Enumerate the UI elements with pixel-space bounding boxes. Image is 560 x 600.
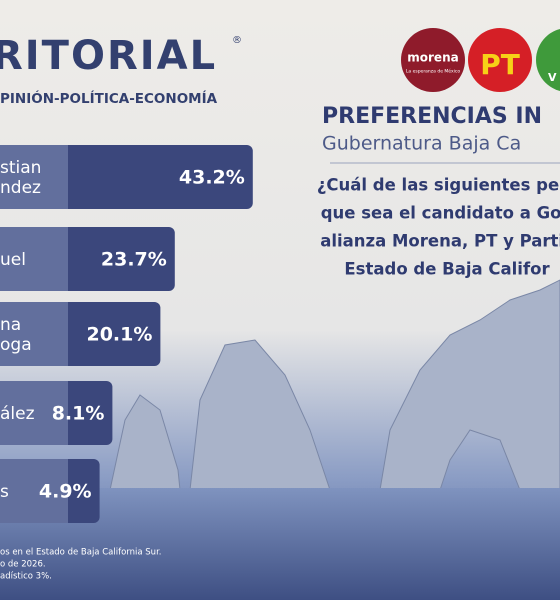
category-label: s — [0, 482, 9, 502]
morena-text: morena — [407, 51, 458, 65]
title: PREFERENCIAS IN — [322, 104, 542, 129]
brand-name: RITORIAL — [0, 33, 217, 79]
morena-logo — [401, 28, 465, 92]
category-label: stian — [0, 158, 41, 178]
pt-logo — [468, 28, 532, 92]
rocks — [109, 279, 560, 491]
value-label: 43.2% — [179, 167, 245, 189]
subtitle: Gubernatura Baja Ca — [322, 133, 521, 155]
value-label: 23.7% — [101, 249, 167, 271]
footnote-line: os en el Estado de Baja California Sur. — [0, 548, 161, 558]
pt-text: PT — [480, 48, 520, 81]
bar-label-panel — [0, 381, 68, 445]
question-line: ¿Cuál de las siguientes pers — [317, 176, 560, 195]
question-line: que sea el candidato a Gob — [321, 204, 560, 223]
question-line: alianza Morena, PT y Partic — [320, 232, 560, 251]
brand-tagline: PINIÓN-POLÍTICA-ECONOMÍA — [0, 89, 218, 107]
bar-label-panel — [0, 227, 68, 291]
footnote-line: o de 2026. — [0, 560, 46, 570]
footnote-line: adístico 3%. — [0, 572, 52, 582]
morena-slogan: La esperanza de México — [406, 68, 460, 75]
brand-registered: ® — [232, 35, 242, 46]
bar-label-panel — [0, 302, 68, 366]
question-line: Estado de Baja Califor — [344, 260, 550, 279]
value-label: 4.9% — [39, 481, 92, 503]
bar-label-panel — [0, 459, 68, 523]
category-label: ndez — [0, 178, 41, 198]
category-label: oga — [0, 335, 32, 355]
bar-label-panel — [0, 145, 68, 209]
value-label: 8.1% — [52, 403, 105, 425]
footnote: os en el Estado de Baja California Sur. … — [0, 548, 161, 582]
verde-text: V — [548, 71, 557, 84]
question: ¿Cuál de las siguientes pers que sea el … — [317, 176, 560, 279]
value-label: 20.1% — [86, 324, 152, 346]
category-label: na — [0, 315, 21, 335]
verde-logo — [536, 29, 560, 91]
category-label: uel — [0, 250, 26, 270]
category-label: ález — [0, 404, 35, 424]
